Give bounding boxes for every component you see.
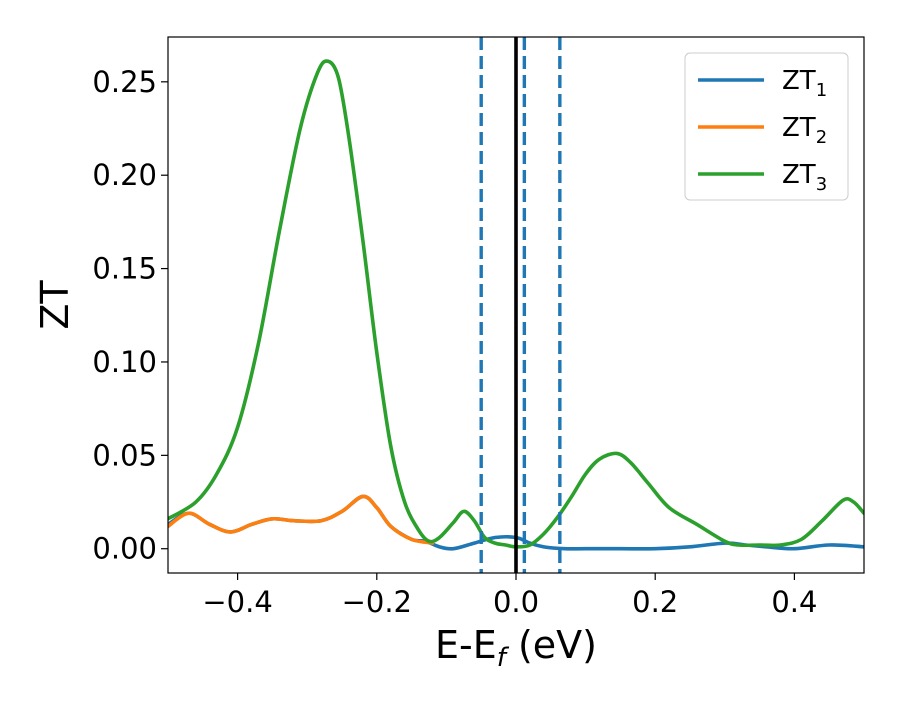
y-tick-label: 0.15 <box>92 252 157 286</box>
y-tick-label: 0.20 <box>92 158 157 192</box>
series-line-zt3 <box>168 59 864 549</box>
series-line-zt2 <box>168 494 435 545</box>
y-axis-title: ZT <box>33 280 77 330</box>
y-tick-label: 0.25 <box>92 65 157 99</box>
x-tick-label: 0.2 <box>632 585 678 619</box>
legend-label-zt1: ZT1 <box>782 66 827 101</box>
x-axis-title: E-Ef (eV) <box>435 623 597 673</box>
legend-box <box>684 52 849 201</box>
y-tick-label: 0.05 <box>92 438 157 472</box>
plot-area <box>168 37 864 573</box>
y-tick-label: 0.00 <box>92 532 157 566</box>
x-axis: −0.4 −0.2 0.0 0.2 0.4 <box>202 573 817 619</box>
y-axis: 0.00 0.05 0.10 0.15 0.20 0.25 <box>92 65 168 566</box>
legend-label-zt3: ZT3 <box>782 160 827 195</box>
legend-label-zt2: ZT2 <box>782 113 827 148</box>
legend: ZT1 ZT2 ZT3 <box>684 52 849 201</box>
y-tick-label: 0.10 <box>92 345 157 379</box>
x-tick-label: 0.4 <box>771 585 817 619</box>
x-tick-label: −0.2 <box>342 585 412 619</box>
x-tick-label: −0.4 <box>202 585 272 619</box>
x-tick-label: 0.0 <box>493 585 539 619</box>
